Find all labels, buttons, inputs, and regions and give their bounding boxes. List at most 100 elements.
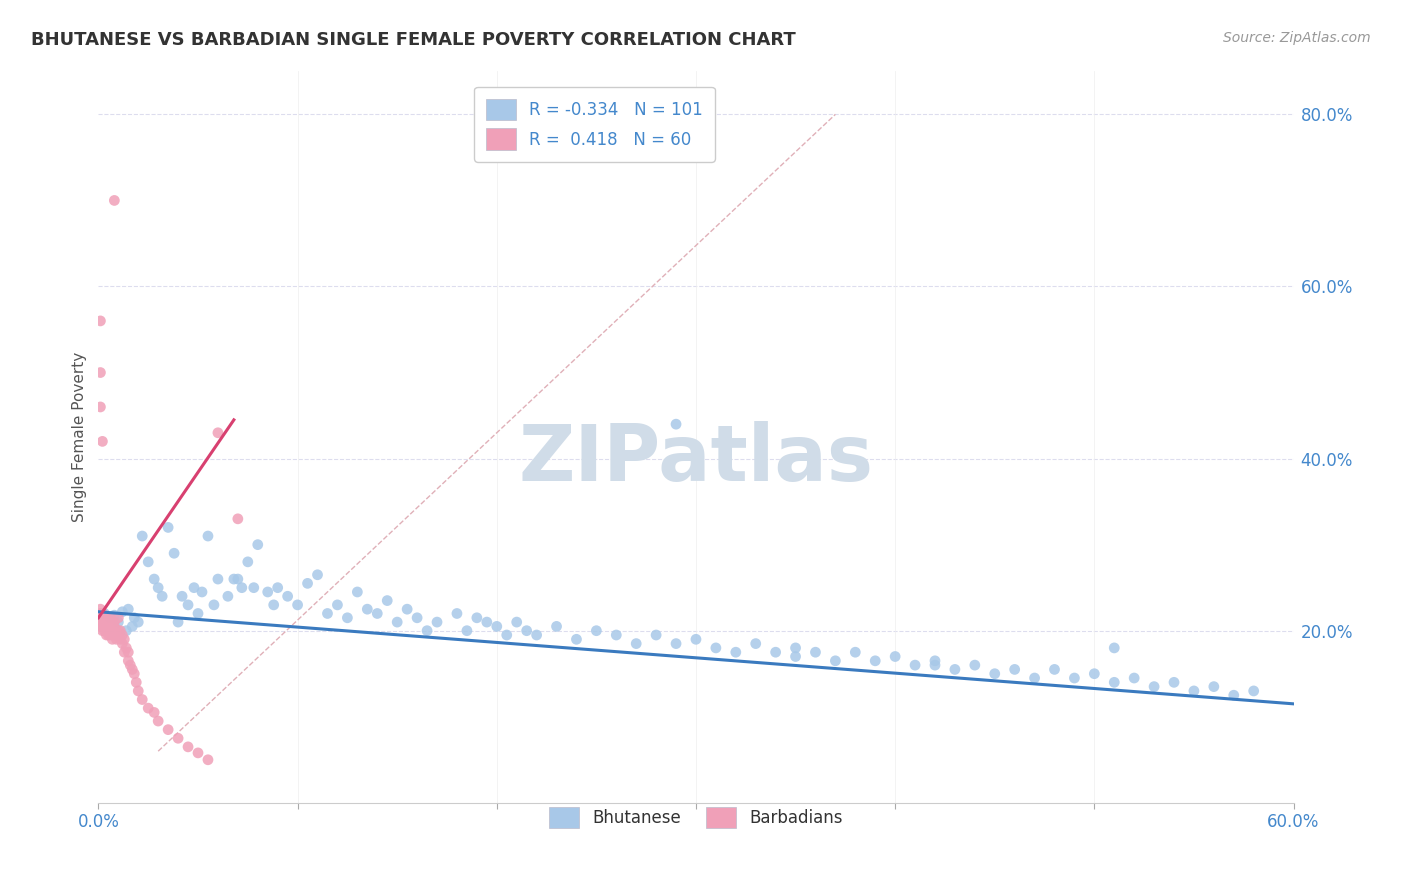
Point xyxy=(101,615,124,629)
Point xyxy=(96,611,118,625)
Point xyxy=(724,645,747,659)
Point xyxy=(89,607,111,621)
Point xyxy=(97,624,120,638)
Point xyxy=(785,640,807,655)
Point xyxy=(89,615,111,629)
Y-axis label: Single Female Poverty: Single Female Poverty xyxy=(72,352,87,522)
Point xyxy=(1104,675,1126,690)
Point xyxy=(406,611,429,625)
Point xyxy=(426,615,449,629)
Point xyxy=(107,615,129,629)
Point xyxy=(336,611,359,625)
Point xyxy=(157,723,180,737)
Point xyxy=(585,624,607,638)
Point xyxy=(326,598,349,612)
Point xyxy=(89,400,111,414)
Point xyxy=(745,637,768,651)
Point xyxy=(98,619,122,633)
Point xyxy=(804,645,827,659)
Point xyxy=(120,658,142,673)
Point xyxy=(111,605,134,619)
Point xyxy=(475,615,498,629)
Point xyxy=(93,624,115,638)
Point xyxy=(226,512,249,526)
Point xyxy=(172,589,194,603)
Point xyxy=(356,602,378,616)
Point xyxy=(96,619,118,633)
Point xyxy=(396,602,419,616)
Point xyxy=(89,602,111,616)
Point xyxy=(277,589,299,603)
Point xyxy=(143,706,166,720)
Point xyxy=(124,611,146,625)
Point xyxy=(127,615,149,629)
Point xyxy=(103,628,125,642)
Point xyxy=(943,662,966,676)
Point xyxy=(1123,671,1146,685)
Point xyxy=(924,658,946,673)
Point xyxy=(516,624,538,638)
Point xyxy=(884,649,907,664)
Point xyxy=(704,640,727,655)
Point xyxy=(446,607,468,621)
Point xyxy=(98,611,122,625)
Point xyxy=(98,611,122,625)
Point xyxy=(167,615,190,629)
Point xyxy=(1043,662,1066,676)
Point xyxy=(177,739,200,754)
Point xyxy=(89,619,111,633)
Point xyxy=(101,624,124,638)
Point xyxy=(1202,680,1225,694)
Point xyxy=(115,640,138,655)
Point xyxy=(89,314,111,328)
Point xyxy=(246,538,269,552)
Point xyxy=(924,654,946,668)
Point xyxy=(89,366,111,380)
Point xyxy=(1163,675,1185,690)
Point xyxy=(121,619,143,633)
Text: ZIPatlas: ZIPatlas xyxy=(519,421,873,497)
Point xyxy=(506,615,529,629)
Point xyxy=(103,615,125,629)
Point xyxy=(865,654,887,668)
Point xyxy=(143,572,166,586)
Point xyxy=(157,520,180,534)
Point xyxy=(96,619,118,633)
Point xyxy=(226,572,249,586)
Point xyxy=(91,607,114,621)
Point xyxy=(117,645,139,659)
Point xyxy=(91,615,114,629)
Point xyxy=(263,598,285,612)
Point xyxy=(93,611,115,625)
Point xyxy=(207,425,229,440)
Point xyxy=(150,589,173,603)
Point xyxy=(93,607,115,621)
Point xyxy=(191,585,214,599)
Point xyxy=(1223,688,1246,702)
Point xyxy=(163,546,186,560)
Point xyxy=(136,701,159,715)
Point xyxy=(231,581,253,595)
Point xyxy=(665,637,688,651)
Point xyxy=(626,637,648,651)
Point xyxy=(824,654,846,668)
Text: Source: ZipAtlas.com: Source: ZipAtlas.com xyxy=(1223,31,1371,45)
Text: BHUTANESE VS BARBADIAN SINGLE FEMALE POVERTY CORRELATION CHART: BHUTANESE VS BARBADIAN SINGLE FEMALE POV… xyxy=(31,31,796,49)
Point xyxy=(904,658,927,673)
Point xyxy=(124,666,146,681)
Point xyxy=(685,632,707,647)
Point xyxy=(222,572,245,586)
Point xyxy=(316,607,339,621)
Point xyxy=(267,581,290,595)
Point xyxy=(187,746,209,760)
Point xyxy=(91,624,114,638)
Point xyxy=(117,654,139,668)
Point xyxy=(526,628,548,642)
Point xyxy=(665,417,688,432)
Point xyxy=(256,585,278,599)
Point xyxy=(1063,671,1085,685)
Point xyxy=(111,637,134,651)
Point xyxy=(202,598,225,612)
Point xyxy=(243,581,266,595)
Point xyxy=(416,624,439,638)
